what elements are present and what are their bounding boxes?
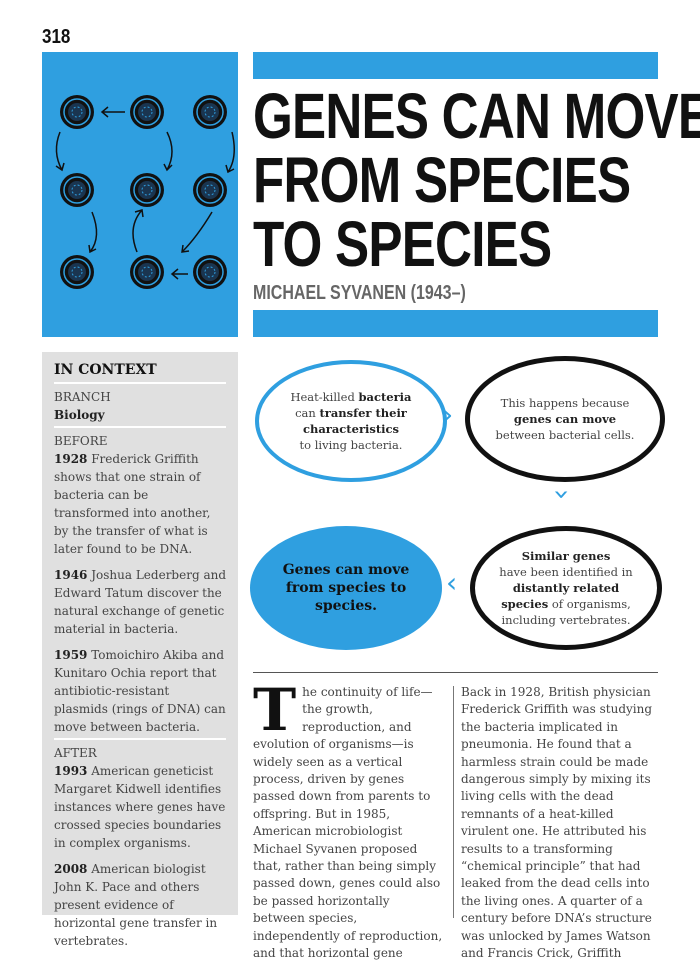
timeline-entry: 1928 Frederick Griffith shows that one s… (54, 452, 211, 556)
drop-cap: T (253, 676, 297, 744)
flow-bubble-genes-move: This happens because genes can move betw… (465, 356, 665, 482)
flow-bubble-heat-killed: Heat-killed bacteria can transfer their … (255, 360, 447, 482)
after-label: AFTER (54, 746, 97, 760)
timeline-entry: 1993 American geneticist Margaret Kidwel… (54, 764, 226, 850)
flow-bubble-conclusion: Genes can move from species to species. (250, 526, 442, 650)
timeline-entry: 1959 Tomoichiro Akiba and Kunitaro Ochia… (54, 648, 226, 734)
title-line: TO SPECIES (253, 208, 552, 280)
title-line: GENES CAN MOVE (253, 80, 700, 152)
in-context-sidebar: IN CONTEXT BRANCH Biology BEFORE 1928 Fr… (42, 352, 238, 948)
timeline-entry: 2008 American biologist John K. Pace and… (54, 862, 218, 948)
column-divider (453, 686, 454, 918)
title-bar-top (253, 52, 658, 79)
author: MICHAEL SYVANEN (1943–) (253, 282, 466, 304)
branch-value: Biology (54, 408, 105, 422)
arrow-right-icon: › (442, 398, 454, 431)
title-line: FROM SPECIES (253, 144, 631, 216)
page-title: GENES CAN MOVE FROM SPECIES TO SPECIES (253, 84, 700, 276)
divider (253, 672, 658, 673)
page-number: 318 (42, 26, 71, 48)
bacteria-grid-icon (55, 94, 235, 290)
title-bar-bottom (253, 310, 658, 337)
bacteria-illustration (42, 52, 238, 337)
timeline-entry: 1946 Joshua Lederberg and Edward Tatum d… (54, 568, 227, 636)
branch-label: BRANCH (54, 390, 111, 404)
flow-bubble-similar-genes: Similar genes have been identified in di… (470, 526, 662, 650)
arrow-left-icon: ‹ (446, 566, 458, 599)
arrow-down-icon: › (546, 488, 580, 501)
before-label: BEFORE (54, 434, 108, 448)
body-column-2: Back in 1928, British physician Frederic… (461, 685, 653, 960)
sidebar-heading: IN CONTEXT (54, 362, 157, 378)
